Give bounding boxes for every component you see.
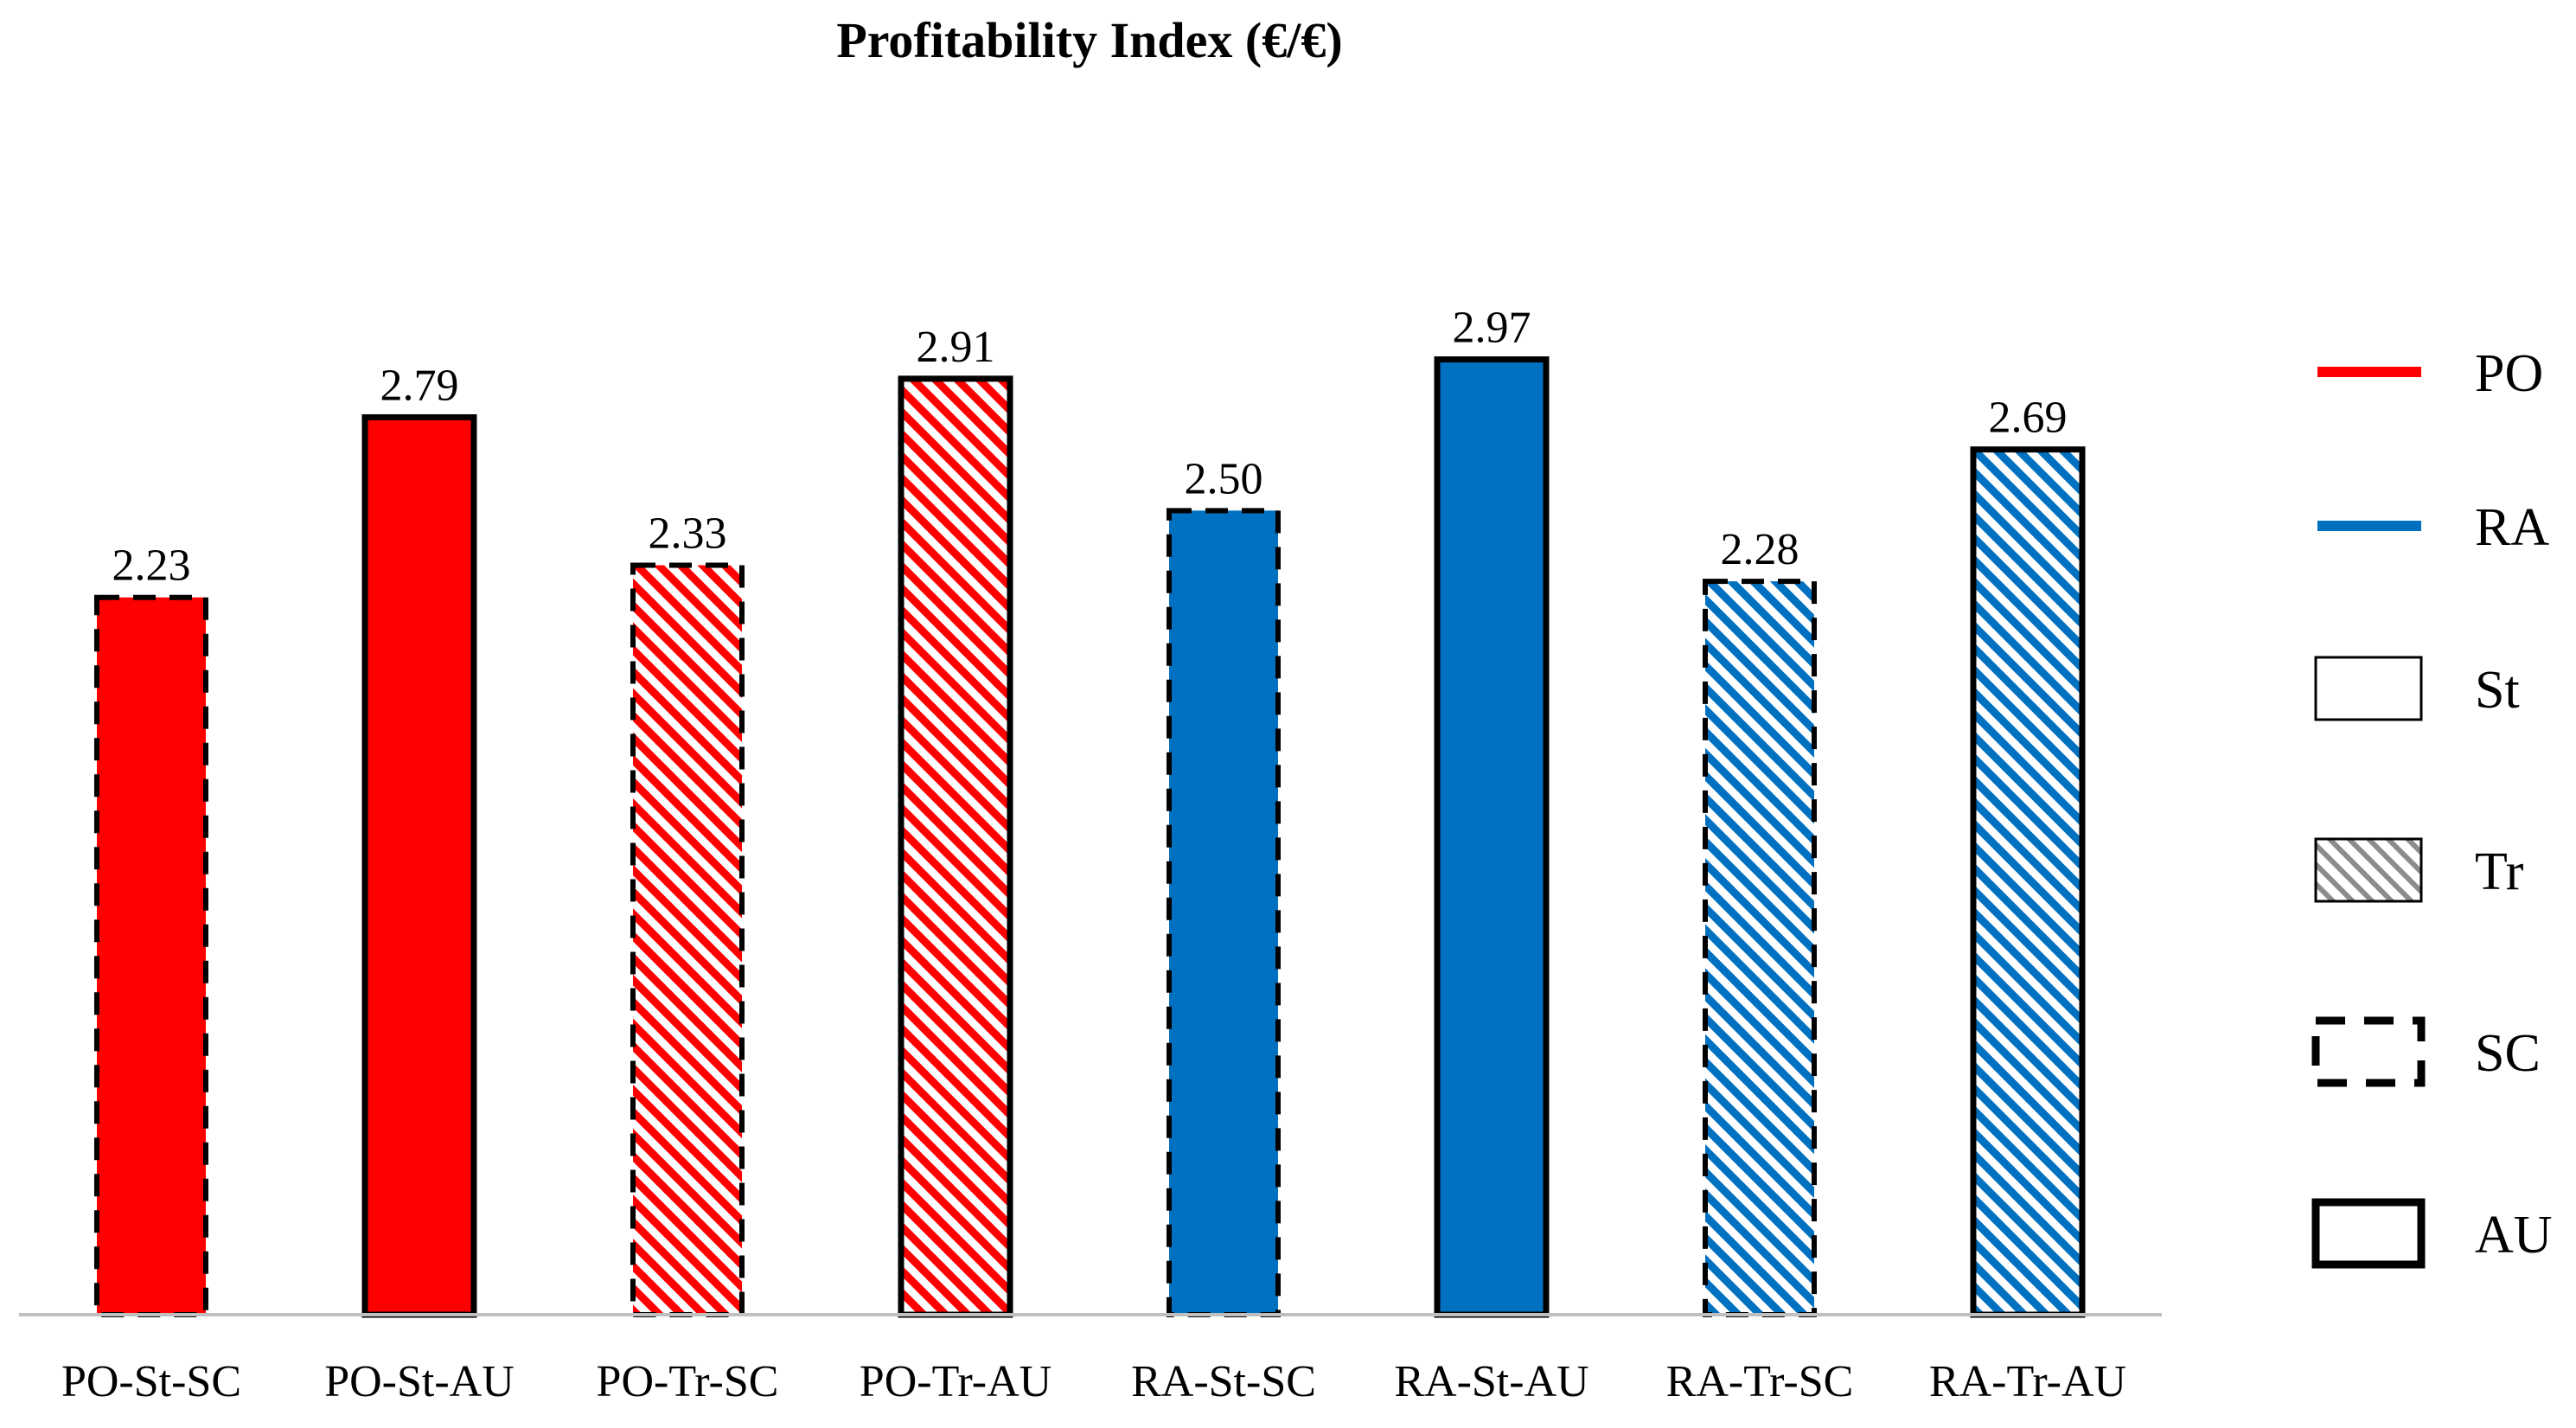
legend: PO RA St Tr SC AU: [2311, 344, 2553, 1269]
legend-symbol-SC: [2311, 1016, 2426, 1087]
data-label-PO-St-AU: 2.79: [380, 361, 459, 410]
x-tick-label-RA-Tr-SC: RA-Tr-SC: [1666, 1357, 1854, 1406]
legend-item-AU: AU: [2311, 1198, 2553, 1269]
legend-symbol-Tr: [2314, 837, 2423, 903]
bar-PO-St-SC: [94, 594, 208, 1317]
x-tick-labels-group: PO-St-SC PO-St-AU PO-Tr-SC PO-Tr-AU RA-St-SC…: [61, 1357, 2126, 1406]
x-tick-label-RA-St-SC: RA-St-SC: [1131, 1357, 1316, 1406]
data-label-PO-Tr-AU: 2.91: [917, 323, 995, 372]
bar-RA-St-SC: [1167, 508, 1281, 1317]
x-tick-label-PO-Tr-AU: PO-Tr-AU: [860, 1357, 1051, 1406]
legend-label-SC: SC: [2475, 1024, 2541, 1083]
bar-PO-Tr-SC: [630, 562, 745, 1317]
data-label-PO-Tr-SC: 2.33: [649, 509, 727, 559]
bar-RA-St-AU: [1434, 356, 1550, 1318]
legend-label-AU: AU: [2475, 1206, 2553, 1265]
bar-RA-Tr-SC: [1703, 579, 1817, 1317]
legend-item-SC: SC: [2311, 1016, 2541, 1087]
x-tick-label-RA-Tr-AU: RA-Tr-AU: [1929, 1357, 2126, 1406]
legend-symbol-AU: [2311, 1198, 2426, 1269]
bars-group: [94, 356, 2086, 1318]
x-tick-label-PO-Tr-SC: PO-Tr-SC: [597, 1357, 779, 1406]
data-label-RA-St-SC: 2.50: [1185, 454, 1263, 503]
x-tick-label-RA-St-AU: RA-St-AU: [1394, 1357, 1588, 1406]
data-label-RA-St-AU: 2.97: [1453, 304, 1531, 353]
x-tick-label-PO-St-SC: PO-St-SC: [61, 1357, 241, 1406]
legend-item-PO: PO: [2317, 344, 2543, 403]
x-tick-label-PO-St-AU: PO-St-AU: [324, 1357, 515, 1406]
bar-PO-Tr-AU: [898, 375, 1013, 1318]
bar-PO-St-AU: [361, 413, 477, 1318]
data-label-RA-Tr-SC: 2.28: [1721, 525, 1799, 574]
legend-label-Tr: Tr: [2475, 842, 2524, 901]
legend-label-RA: RA: [2475, 498, 2549, 557]
legend-item-RA: RA: [2317, 498, 2549, 557]
legend-item-St: St: [2314, 656, 2520, 721]
legend-label-PO: PO: [2475, 344, 2543, 403]
legend-symbol-St: [2314, 656, 2423, 721]
bar-RA-Tr-AU: [1970, 446, 2086, 1318]
chart-title: Profitability Index (€/€): [836, 12, 1342, 68]
data-label-PO-St-SC: 2.23: [112, 541, 191, 591]
legend-item-Tr: Tr: [2314, 837, 2524, 903]
data-label-RA-Tr-AU: 2.69: [1989, 394, 2068, 443]
data-labels-group: 2.23 2.79 2.33 2.91 2.50 2.97 2.28 2.69: [112, 304, 2068, 591]
legend-label-St: St: [2475, 661, 2520, 720]
